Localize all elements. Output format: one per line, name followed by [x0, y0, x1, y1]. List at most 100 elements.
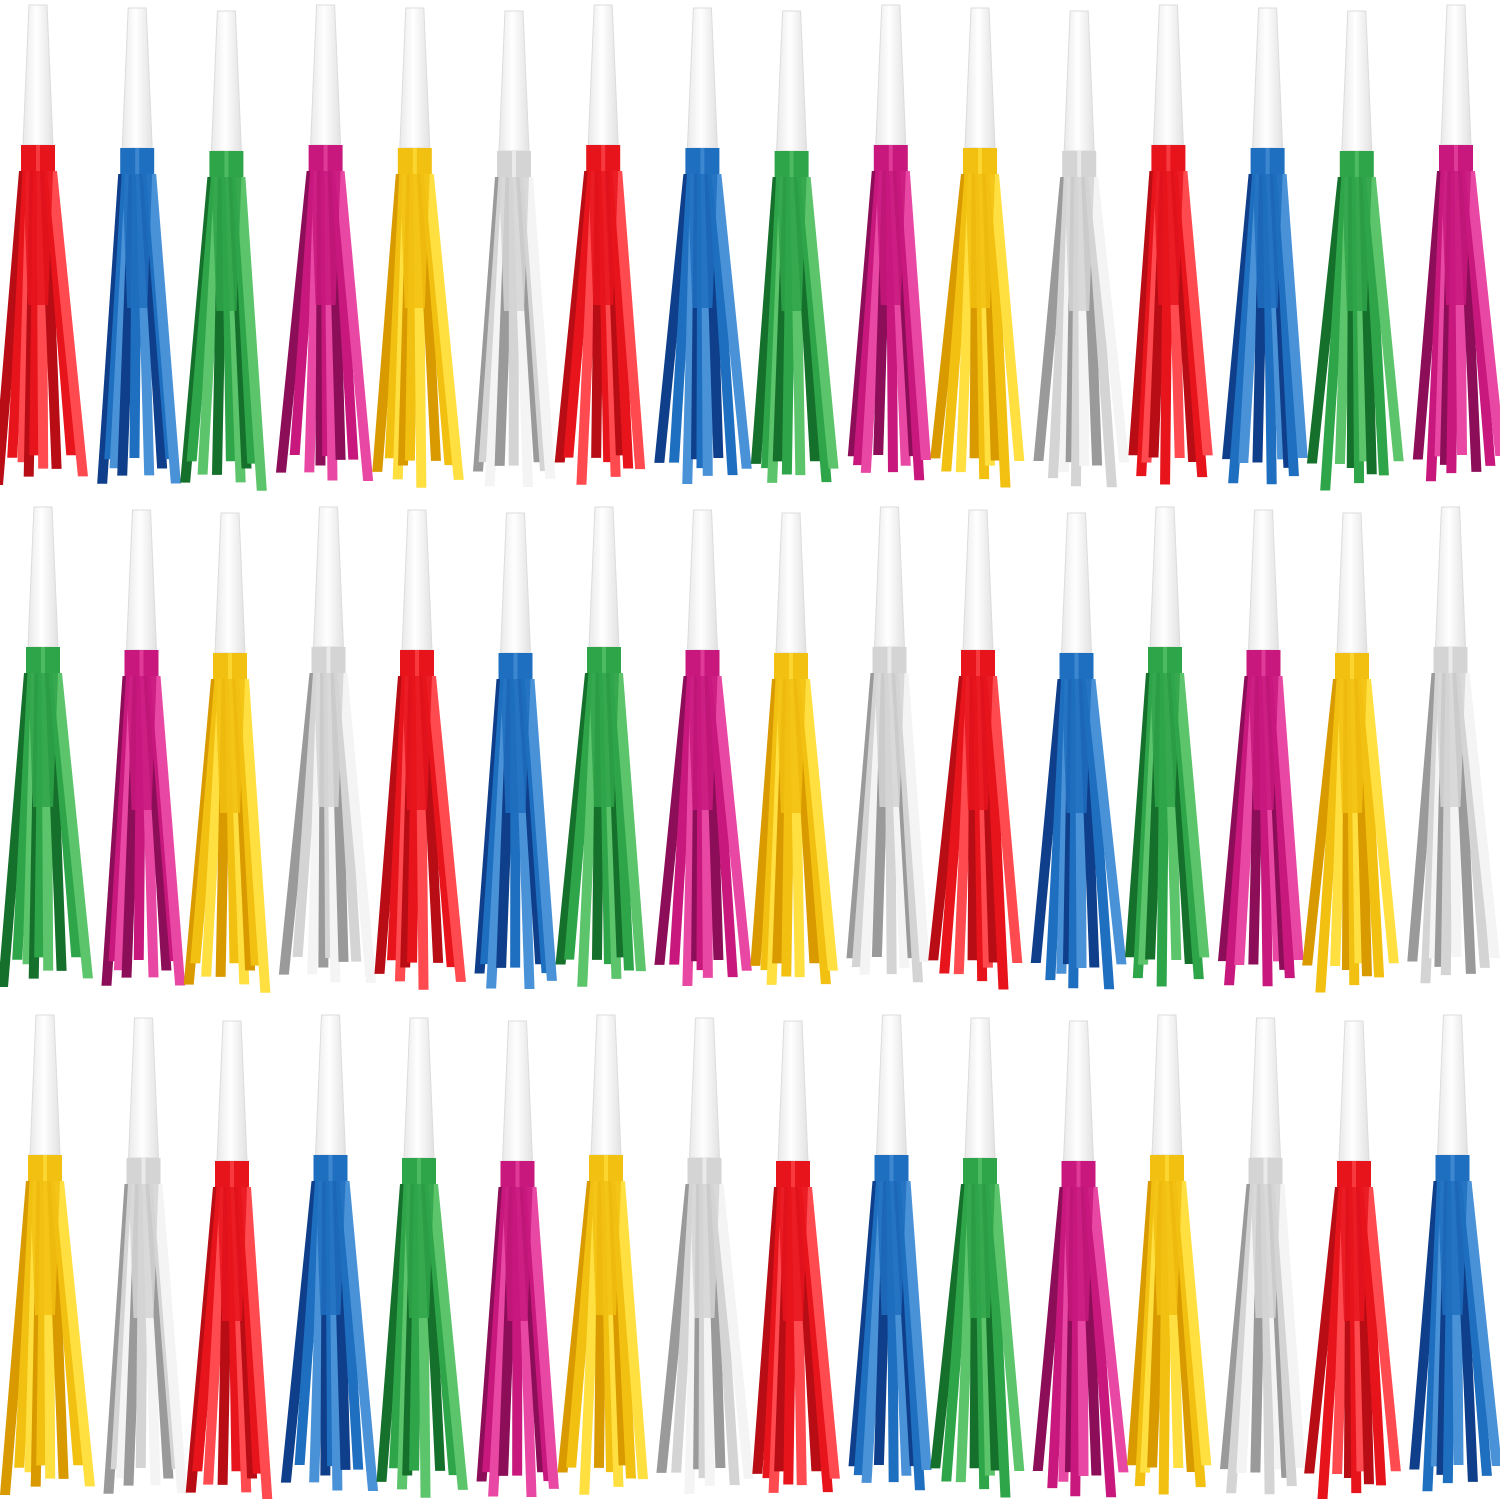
tassel-strip: [1274, 1184, 1306, 1469]
party-horn: [1030, 512, 1127, 990]
foil-band-shine: [601, 145, 606, 173]
tassel-strip: [336, 1181, 364, 1470]
party-horn: [1412, 4, 1500, 482]
party-horn: [554, 4, 646, 485]
tassel-front: [1064, 177, 1095, 311]
tassel-strip: [800, 177, 839, 469]
tassel-front: [1339, 1187, 1369, 1321]
tassel-strip: [1458, 1181, 1492, 1476]
tassel-front: [310, 171, 341, 305]
foil-band-shine: [602, 647, 606, 675]
tassel-strip: [710, 1184, 740, 1486]
tassel-strip: [235, 177, 267, 491]
tassel-strip: [899, 171, 931, 461]
tassel-strip: [900, 1181, 932, 1471]
foil-band-shine: [1074, 653, 1079, 681]
foil-band-shine: [417, 1158, 421, 1186]
party-horn: [1124, 506, 1210, 987]
party-horn: [1126, 1014, 1212, 1495]
tassel-front: [30, 1181, 60, 1315]
party-horn: [1304, 1020, 1401, 1499]
foil-band-shine: [41, 647, 45, 675]
tassel-strip: [1461, 1181, 1500, 1467]
tassel-strip: [239, 679, 271, 993]
tassel-front: [211, 177, 242, 311]
foil-band-shine: [888, 145, 893, 173]
tassel-front: [1153, 171, 1184, 305]
party-horn: [557, 1014, 648, 1495]
foil-band-shine: [515, 1161, 520, 1189]
tassel-strip: [150, 676, 186, 986]
foil-band-shine: [1448, 647, 1453, 675]
tassel-strip: [1361, 679, 1399, 964]
tassel-strip: [146, 174, 181, 484]
foil-band-shine: [1077, 151, 1082, 179]
foil-band-shine: [976, 650, 980, 678]
party-horn: [280, 1014, 379, 1492]
tassel-strip: [48, 673, 82, 958]
tassel-front: [402, 676, 432, 810]
foil-band-shine: [1076, 1161, 1081, 1189]
tassel-strip: [526, 1187, 559, 1489]
tassel-front: [499, 177, 529, 311]
tassel-front: [875, 171, 906, 305]
party-horn: [846, 506, 930, 983]
tassel-strip: [241, 1187, 273, 1499]
foil-band-shine: [230, 1161, 234, 1189]
tassel-strip: [989, 1184, 1025, 1471]
tassel-strip: [1085, 679, 1127, 965]
tassel-strip: [802, 1187, 840, 1479]
tassel-strip: [1365, 177, 1404, 462]
party-horn: [1032, 1020, 1129, 1498]
tassel-strip: [1088, 177, 1130, 463]
foil-band-shine: [224, 151, 229, 179]
party-horn: [1128, 4, 1213, 485]
tassel-strip: [987, 676, 1023, 963]
tassel-strip: [339, 1181, 379, 1492]
tassel-strip: [50, 1181, 84, 1466]
tassel-strip: [1461, 171, 1496, 466]
foil-band-shine: [789, 151, 794, 179]
tassel-front: [215, 679, 245, 813]
foil-band-shine: [43, 1155, 47, 1183]
foil-band-shine: [1265, 148, 1270, 176]
party-horn: [372, 7, 464, 488]
party-horn: [1302, 512, 1399, 993]
foil-band-shine: [1165, 1155, 1169, 1183]
tassel-strip: [708, 676, 738, 978]
tassel-strip: [1084, 177, 1117, 488]
tassel-front: [502, 1187, 533, 1321]
tassel-front: [217, 1187, 247, 1321]
tassel-strip: [711, 174, 752, 469]
party-horn: [1407, 506, 1500, 984]
tassel-front: [128, 1184, 159, 1318]
tassel-strip: [898, 673, 930, 963]
tassel-strip: [1456, 673, 1490, 968]
party-horn: [656, 1017, 754, 1495]
party-horn: [185, 1020, 273, 1499]
tassel-front: [1341, 177, 1372, 311]
party-horn: [555, 506, 646, 987]
foil-band-shine: [328, 1155, 333, 1183]
tassel-strip: [1272, 676, 1304, 961]
tassel-strip: [54, 1181, 95, 1487]
tassel-front: [965, 1184, 995, 1318]
tassel-front: [122, 174, 153, 308]
tassel-front: [399, 174, 430, 308]
tassel-strip: [1465, 171, 1500, 457]
foil-band-shine: [512, 151, 516, 179]
tassel-strip: [1176, 1181, 1212, 1466]
tassel-front: [778, 1187, 808, 1321]
tassel-front: [1152, 1181, 1182, 1315]
tassel-strip: [800, 679, 838, 971]
tassel-strip: [423, 174, 464, 480]
party-horn: [654, 509, 752, 987]
tassel-front: [1061, 679, 1092, 813]
tassel-strip: [523, 177, 556, 479]
tassel-strip: [711, 676, 752, 971]
party-horn: [750, 10, 839, 483]
tassel-front: [313, 673, 344, 807]
tassel-front: [687, 174, 718, 308]
foil-band-shine: [228, 653, 232, 681]
tassel-front: [500, 679, 531, 813]
